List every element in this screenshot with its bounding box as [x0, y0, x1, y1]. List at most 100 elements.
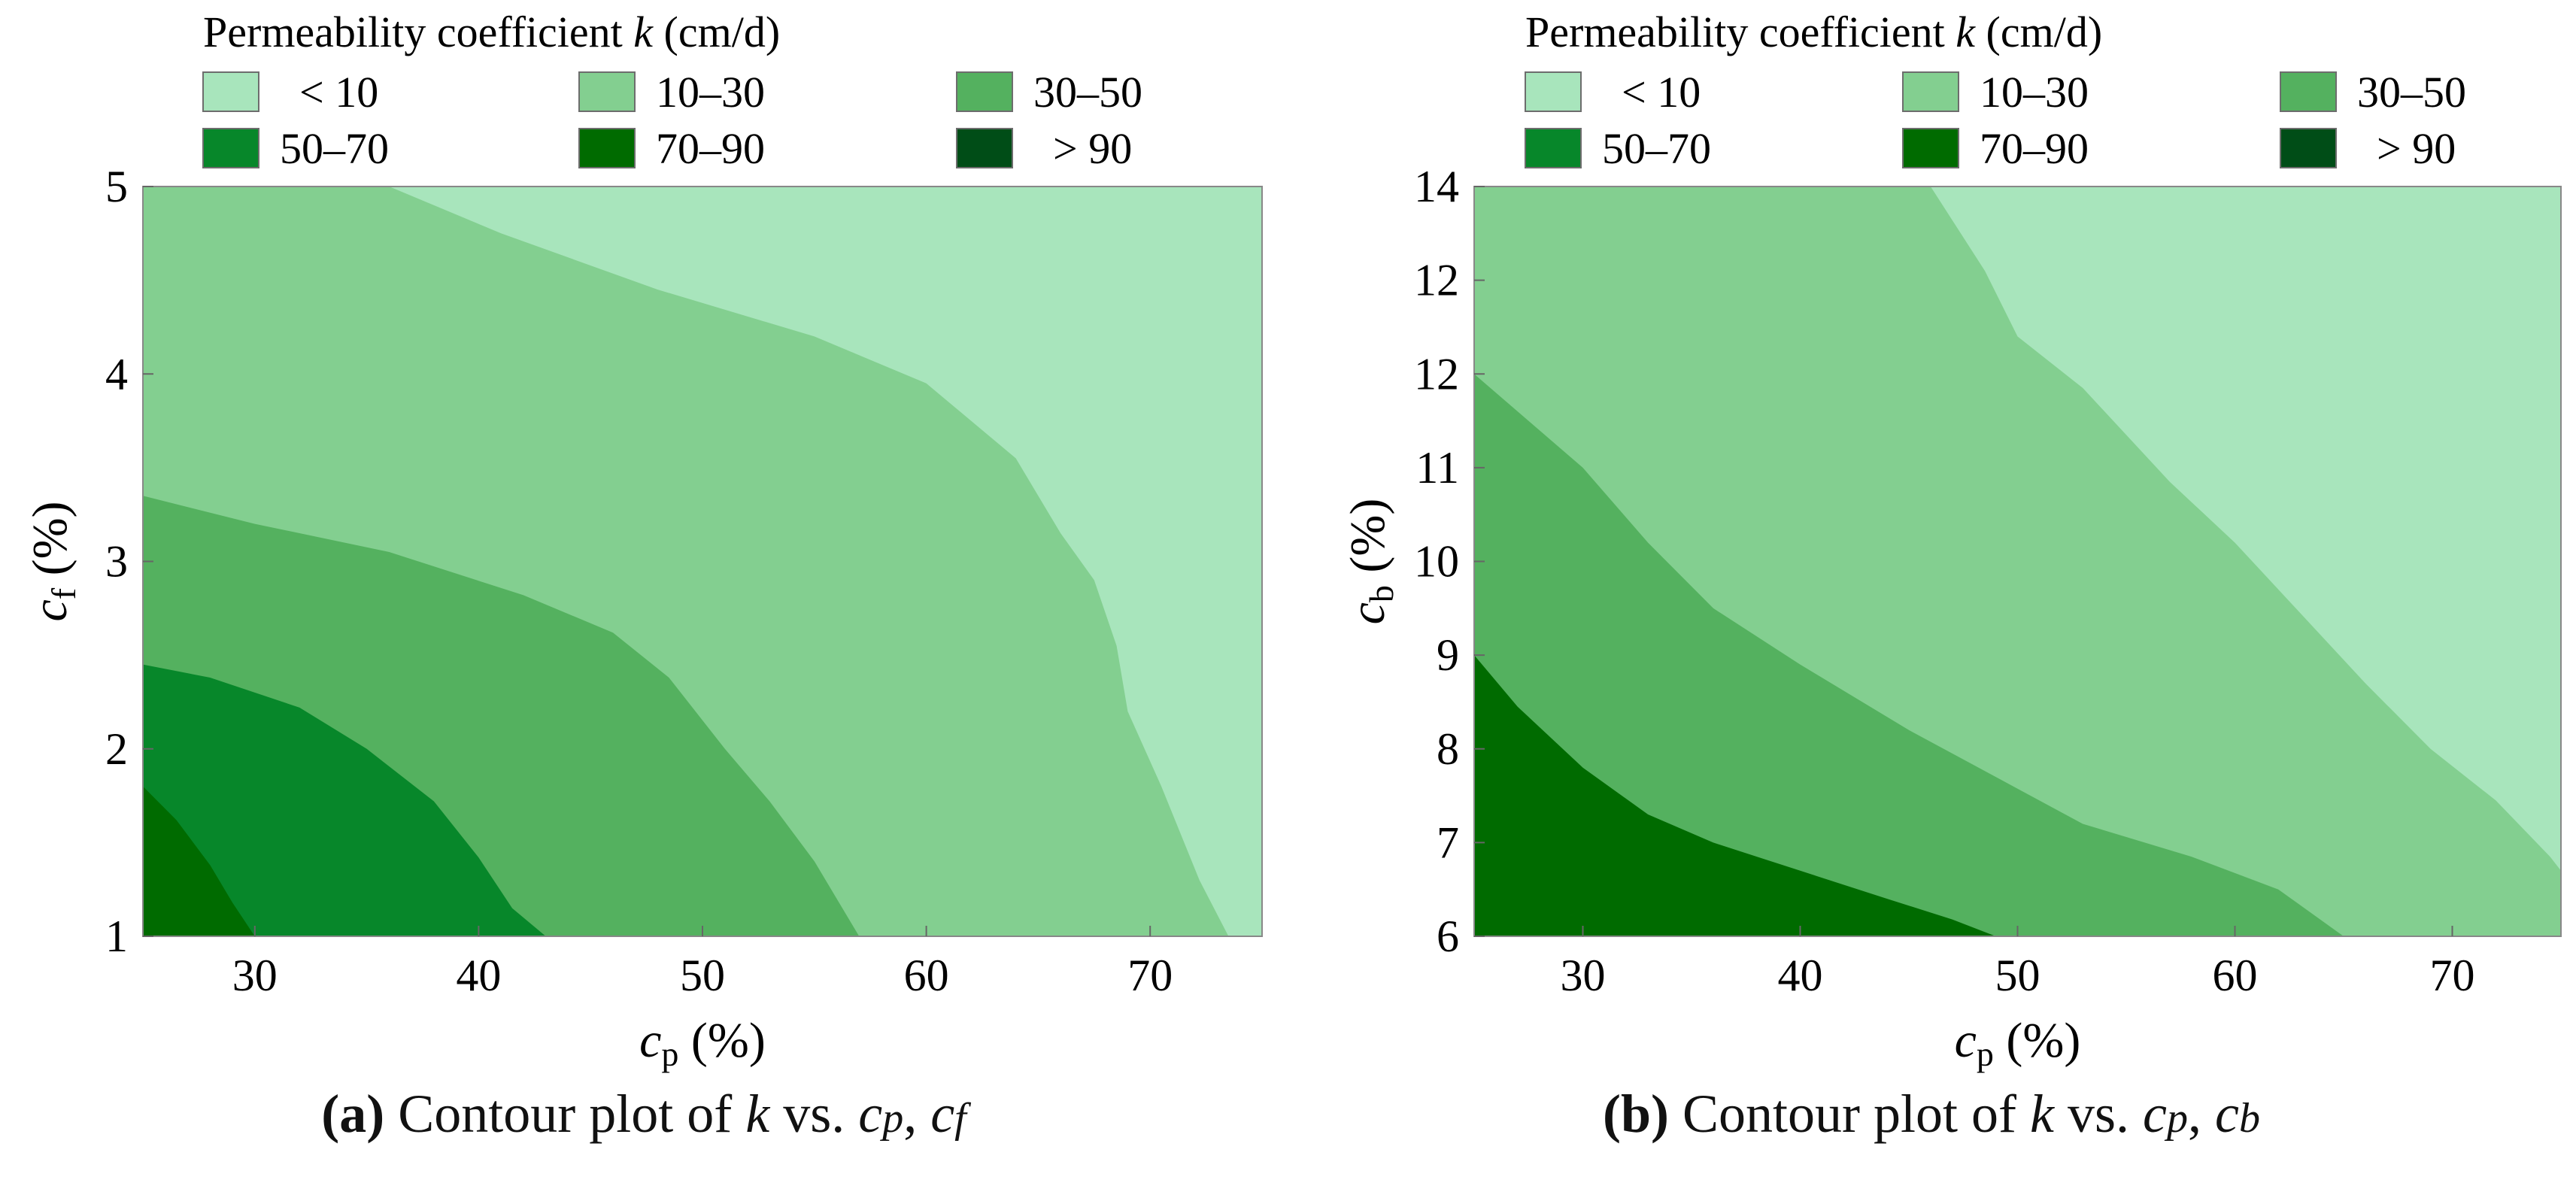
panel-a: Permeability coefficient k (cm/d) < 10 10–… [0, 8, 1288, 1145]
caption-a-sep: , [903, 1084, 931, 1144]
caption-a-mid: vs. [769, 1084, 859, 1144]
y-tick-label-12-b: 12 [1414, 349, 1459, 399]
legend-swatch-50-70-b [1525, 128, 1582, 168]
region-70-90-b [1474, 655, 1996, 936]
region-70-90-a [143, 786, 255, 936]
legend-title-a: Permeability coefficient k (cm/d) [203, 8, 780, 56]
y-tick-label-7-b: 7 [1437, 817, 1459, 867]
caption-a-v1: c [858, 1084, 883, 1144]
x-tick-label-50-a: 50 [680, 951, 725, 1000]
legend-title-unit-b: (cm/d) [1975, 8, 2102, 56]
x-tick-label-60-a: 60 [904, 951, 949, 1000]
legend-swatch-50-70-a [202, 128, 259, 168]
legend-swatch-70-90-b [1902, 128, 1959, 168]
y-tick-label-6-b: 6 [1437, 911, 1459, 961]
y-tick-label-11-b: 11 [1415, 443, 1459, 493]
legend-title-var-a: k [633, 8, 654, 56]
y-tick-label-5-a: 5 [105, 162, 128, 211]
legend-label-30-50-a: 30–50 [1033, 68, 1142, 117]
y-axis-label-var-b: c [1340, 602, 1395, 624]
caption-b-mid: vs. [2054, 1084, 2144, 1144]
legend-swatch-gt90-a [956, 128, 1013, 168]
legend-title-b: Permeability coefficient k (cm/d) [1525, 8, 2102, 56]
legend-label-50-70-b: 50–70 [1602, 124, 1711, 173]
y-tick-label-8-b: 8 [1437, 724, 1459, 774]
y-axis-label-unit-b: (%) [1340, 499, 1395, 585]
caption-a-var: k [745, 1084, 770, 1144]
x-tick-label-70-a: 70 [1127, 951, 1173, 1000]
legend-title-unit-a: (cm/d) [653, 8, 780, 56]
contour-chart-a: Permeability coefficient k (cm/d) < 10 10–… [23, 8, 1263, 1073]
legend-swatch-lt10-b [1525, 71, 1582, 112]
legend-swatch-gt90-b [2280, 128, 2337, 168]
legend-swatch-lt10-a [202, 71, 259, 112]
caption-b-v2: c [2215, 1084, 2239, 1144]
caption-a-s2: f [954, 1095, 966, 1142]
legend-label-10-30-b: 10–30 [1980, 68, 2089, 117]
legend-label-gt90-a: > 90 [1053, 124, 1132, 173]
legend-label-70-90-a: 70–90 [656, 124, 765, 173]
x-tick-label-30-b: 30 [1561, 951, 1606, 1000]
legend-swatch-10-30-b [1902, 71, 1959, 112]
y-tick-label-13-b: 12 [1414, 256, 1459, 305]
caption-b-s2: b [2238, 1095, 2260, 1142]
legend-title-prefix-b: Permeability coefficient [1525, 8, 1956, 56]
x-tick-label-40-b: 40 [1778, 951, 1823, 1000]
panel-b: Permeability coefficient k (cm/d) < 10 10–… [1288, 0, 2576, 1195]
x-tick-label-60-b: 60 [2213, 951, 2258, 1000]
legend-swatch-10-30-a [578, 71, 636, 112]
legend-label-70-90-b: 70–90 [1980, 124, 2089, 173]
contour-chart-b: Permeability coefficient k (cm/d) < 10 10–… [1340, 8, 2562, 1073]
caption-a-label: (a) [321, 1084, 385, 1144]
caption-b-text: Contour plot of [1669, 1084, 2031, 1144]
legend-label-lt10-a: < 10 [299, 68, 378, 117]
y-axis-label-var-a: c [23, 599, 77, 621]
caption-b-var: k [2030, 1084, 2054, 1144]
x-tick-label-30-a: 30 [232, 951, 278, 1000]
caption-b: (b) Contour plot of k vs. cp, cb [1288, 1083, 2575, 1145]
caption-a-text: Contour plot of [384, 1084, 746, 1144]
legend-swatch-30-50-a [956, 71, 1013, 112]
region-30-50-b [1474, 374, 2344, 936]
caption-b-v1: c [2143, 1084, 2167, 1144]
y-axis-label-b: cb (%) [1340, 499, 1400, 625]
y-tick-label-9-b: 9 [1437, 630, 1459, 680]
caption-b-label: (b) [1603, 1084, 1670, 1144]
y-tick-label-1-a: 1 [105, 911, 128, 961]
y-axis-label-sub-a: f [44, 587, 83, 599]
y-tick-label-10-b: 10 [1414, 537, 1459, 587]
region-50-70-a [143, 664, 546, 936]
x-tick-label-40-a: 40 [456, 951, 501, 1000]
legend-label-30-50-b: 30–50 [2357, 68, 2466, 117]
x-axis-label-b: cp (%) [1955, 1013, 2081, 1073]
legend-label-gt90-b: > 90 [2377, 124, 2456, 173]
x-axis-label-a: cp (%) [639, 1013, 766, 1073]
caption-b-s1: p [2167, 1095, 2188, 1142]
y-axis-label-a: cf (%) [23, 501, 83, 621]
x-axis-label-var-a: c [639, 1013, 661, 1068]
caption-a-s1: p [882, 1095, 904, 1142]
x-tick-label-70-b: 70 [2430, 951, 2475, 1000]
x-axis-label-var-b: c [1955, 1013, 1977, 1068]
y-tick-label-4-a: 4 [105, 349, 128, 399]
legend-title-prefix-a: Permeability coefficient [203, 8, 633, 56]
x-tick-label-50-b: 50 [1995, 951, 2040, 1000]
caption-a: (a) Contour plot of k vs. cp, cf [0, 1083, 1288, 1145]
y-axis-label-unit-a: (%) [23, 501, 77, 587]
legend-label-50-70-a: 50–70 [280, 124, 389, 173]
y-tick-label-3-a: 3 [105, 537, 128, 587]
x-axis-label-sub-a: p [661, 1035, 678, 1073]
x-axis-label-unit-b: (%) [1994, 1013, 2080, 1068]
legend-swatch-70-90-a [578, 128, 636, 168]
y-tick-label-2-a: 2 [105, 724, 128, 774]
caption-a-v2: c [930, 1084, 955, 1144]
y-axis-label-sub-b: b [1362, 585, 1400, 602]
legend-label-10-30-a: 10–30 [656, 68, 765, 117]
x-axis-label-sub-b: p [1977, 1035, 1994, 1073]
x-axis-label-unit-a: (%) [678, 1013, 765, 1068]
legend-swatch-30-50-b [2280, 71, 2337, 112]
caption-b-sep: , [2188, 1084, 2215, 1144]
y-tick-label-14-b: 14 [1414, 162, 1459, 211]
legend-label-lt10-b: < 10 [1622, 68, 1701, 117]
legend-title-var-b: k [1956, 8, 1976, 56]
